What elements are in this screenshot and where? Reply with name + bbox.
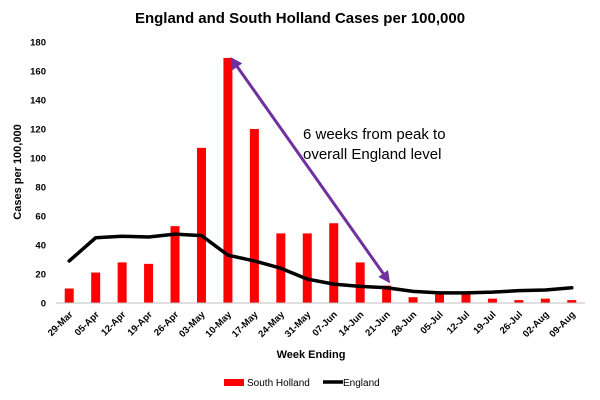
x-tick-label: 31-May	[283, 309, 314, 340]
y-tick-label: 20	[35, 270, 46, 281]
x-tick-label: 21-Jun	[363, 309, 393, 339]
bar	[144, 263, 154, 303]
x-tick-label: 29-Mar	[46, 309, 76, 339]
y-tick-label: 60	[35, 212, 46, 223]
bar	[540, 298, 550, 303]
x-tick-label: 02-Aug	[521, 309, 552, 340]
legend-label-south-holland: South Holland	[247, 378, 310, 389]
y-tick-label: 80	[35, 183, 46, 194]
bar	[249, 129, 259, 303]
bar	[302, 233, 312, 303]
bar	[435, 294, 445, 303]
x-tick-label: 24-May	[256, 309, 287, 340]
bar	[329, 223, 339, 303]
x-tick-label: 07-Jun	[310, 309, 340, 339]
x-axis-label: Week Ending	[277, 349, 346, 361]
x-tick-label: 12-Jul	[445, 309, 472, 336]
x-tick-label: 09-Aug	[547, 309, 578, 340]
y-tick-label: 40	[35, 241, 46, 252]
bar	[514, 300, 524, 303]
bar	[382, 285, 392, 303]
y-tick-label: 180	[30, 38, 46, 49]
y-axis: 0 20 40 60 80 100 120 140 160 180	[30, 38, 46, 310]
annotation-text: 6 weeks from peak to	[303, 126, 446, 143]
bar	[91, 272, 101, 303]
bar	[355, 262, 365, 303]
bar	[64, 288, 74, 303]
x-tick-label: 26-Apr	[152, 309, 181, 338]
bar	[487, 298, 497, 303]
peak-arrow	[230, 57, 391, 284]
x-tick-label: 19-Apr	[126, 309, 155, 338]
x-tick-label: 17-May	[230, 309, 261, 340]
x-tick-label: 05-Jul	[418, 309, 445, 336]
x-axis: 29-Mar05-Apr12-Apr19-Apr26-Apr03-May10-M…	[46, 309, 578, 340]
bar	[223, 57, 233, 304]
y-tick-label: 0	[41, 299, 46, 310]
bar	[461, 294, 471, 303]
bar	[408, 297, 418, 303]
x-tick-label: 10-May	[203, 309, 234, 340]
y-tick-label: 140	[30, 96, 46, 107]
y-tick-label: 120	[30, 125, 46, 136]
chart-title: England and South Holland Cases per 100,…	[135, 10, 465, 27]
bar	[567, 300, 577, 303]
bar	[170, 226, 180, 303]
bar	[196, 147, 206, 303]
x-tick-label: 05-Apr	[73, 309, 102, 338]
y-tick-label: 100	[30, 154, 46, 165]
annotation: 6 weeks from peak to overall England leve…	[230, 57, 446, 284]
legend-label-england: England	[343, 378, 380, 389]
legend: South Holland England	[224, 378, 380, 389]
legend-swatch-south-holland	[224, 379, 244, 386]
x-tick-label: 14-Jun	[337, 309, 367, 339]
y-axis-label: Cases per 100,000	[12, 124, 24, 219]
bar-series	[64, 57, 577, 304]
y-tick-label: 160	[30, 67, 46, 78]
annotation-text: overall England level	[303, 146, 441, 163]
x-tick-label: 12-Apr	[99, 309, 128, 338]
x-tick-label: 19-Jul	[471, 309, 498, 336]
x-tick-label: 28-Jun	[390, 309, 420, 339]
x-tick-label: 03-May	[177, 309, 208, 340]
bar	[117, 262, 127, 303]
